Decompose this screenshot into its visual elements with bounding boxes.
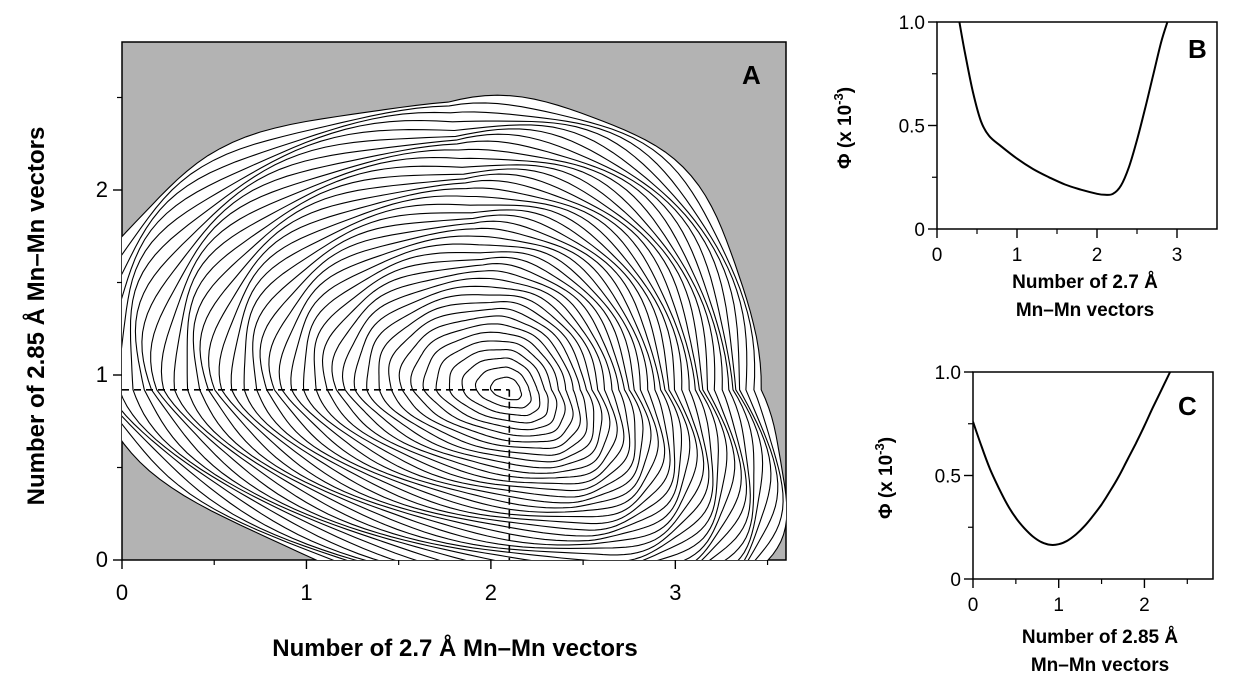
panel-a-x-tick-label: 0	[116, 580, 128, 605]
panel-a-x-tick-label: 1	[300, 580, 312, 605]
panel-c-x-tick-label: 0	[968, 595, 979, 616]
panel-a-x-tick-label: 3	[669, 580, 681, 605]
panel-c-y-axis-label-sup: -3	[872, 443, 887, 455]
panel-c-ticks: 0 1 2 0 0.5 1.0	[935, 363, 1188, 616]
panel-b-x-tick-label: 0	[932, 245, 943, 266]
panel-a-y-tick-label: 0	[96, 547, 108, 572]
panel-b-y-axis-label-main: Φ (x 10	[835, 105, 856, 169]
panel-c-curve-group	[973, 372, 1172, 546]
panel-a-contour-line	[134, 133, 751, 560]
panel-c-x-tick-label: 2	[1139, 595, 1150, 616]
panel-c-y-axis-label: Φ (x 10-3)	[872, 437, 897, 519]
panel-c-y-tick-label: 0	[950, 570, 961, 591]
panel-b-x-axis-label-line1: Number of 2.7 Å	[1012, 272, 1158, 293]
panel-a-contour-line	[489, 376, 523, 401]
panel-a-ticks: 0 1 2 3 0 1 2	[96, 96, 769, 605]
panel-a-contour-line	[341, 277, 618, 479]
panel-b-x-tick-label: 2	[1092, 245, 1103, 266]
panel-a-reference-lines	[122, 388, 511, 560]
panel-b-x-tick-label: 3	[1172, 245, 1183, 266]
panel-a-contour-line	[331, 270, 625, 485]
panel-b-curve-group	[958, 22, 1169, 196]
panel-a-x-tick-label: 2	[485, 580, 497, 605]
panel-c: 0 1 2 0 0.5 1.0 C Number of 2.85 Å Mn–Mn vect…	[872, 363, 1214, 676]
panel-b-plot-area	[936, 21, 1218, 230]
panel-c-y-tick-label: 0.5	[935, 467, 961, 488]
panel-a-contour-line	[208, 187, 705, 549]
panel-c-plot-area	[972, 371, 1214, 580]
panel-a-contour-line	[122, 124, 764, 560]
panel-c-x-tick-label: 1	[1053, 595, 1064, 616]
panel-b-y-axis-label-close: )	[835, 87, 856, 93]
panel-b-y-tick-label: 0	[914, 220, 925, 241]
panel-c-x-axis-label-line2: Mn–Mn vectors	[1031, 655, 1169, 676]
panel-a-contour-line	[268, 227, 666, 518]
panel-a-y-axis-label: Number of 2.85 Å Mn–Mn vectors	[22, 127, 50, 506]
panel-b-curve	[958, 22, 1169, 196]
panel-c-y-axis-label-main: Φ (x 10	[876, 455, 897, 519]
panel-a-contour-line	[150, 148, 742, 560]
panel-b-ticks: 0 1 2 3 0 0.5 1.0	[899, 13, 1183, 266]
panel-a-y-tick-label: 2	[96, 177, 108, 202]
panel-a-contour-line	[129, 128, 755, 560]
panel-b-x-axis-label-line2: Mn–Mn vectors	[1016, 300, 1154, 321]
panel-b-y-axis-label: Φ (x 10-3)	[831, 87, 856, 169]
panel-c-letter: C	[1178, 391, 1197, 421]
panel-a-contour-line	[122, 94, 786, 560]
panel-a-y-tick-label: 1	[96, 362, 108, 387]
panel-c-y-axis-label-close: )	[876, 437, 897, 443]
panel-a-contour-line	[122, 119, 772, 560]
panel-c-y-tick-label: 1.0	[935, 363, 961, 384]
panel-b-letter: B	[1188, 34, 1207, 64]
panel-a-x-axis-label: Number of 2.7 Å Mn–Mn vectors	[272, 634, 637, 662]
panel-a-contour-line	[122, 111, 779, 560]
panel-c-x-axis-label-line1: Number of 2.85 Å	[1022, 627, 1179, 648]
panel-b-y-tick-label: 0.5	[899, 117, 925, 138]
panel-b-y-axis-label-sup: -3	[831, 93, 846, 105]
panel-b: 0 1 2 3 0 0.5 1.0 B Number of 2.7 Å Mn–Mn vect…	[831, 13, 1218, 321]
panel-a-letter: A	[742, 60, 761, 90]
panel-b-x-tick-label: 1	[1012, 245, 1023, 266]
panel-c-curve	[973, 372, 1172, 546]
panel-a-contour-line	[122, 102, 784, 560]
panel-b-y-tick-label: 1.0	[899, 13, 925, 34]
